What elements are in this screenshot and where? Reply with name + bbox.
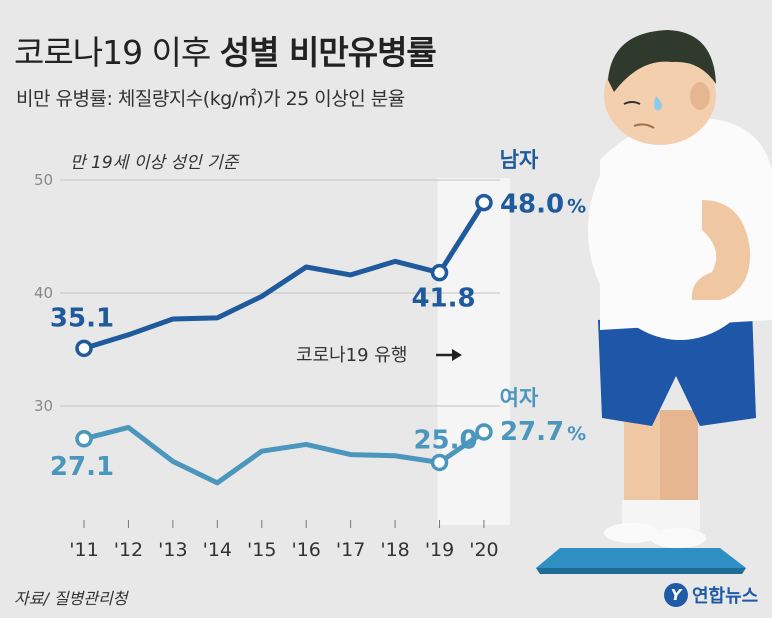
- data-point: [75, 339, 93, 358]
- chart-subtitle: 비만 유병률: 체질량지수(kg/㎡)가 25 이상인 분율: [16, 88, 405, 110]
- chart-title: 코로나19 이후 성별 비만유병률: [14, 26, 437, 74]
- source-note: 자료/ 질병관리청: [14, 589, 128, 608]
- x-tick-label: '17: [336, 539, 365, 561]
- data-point: [75, 430, 93, 448]
- y-tick-label: 30: [34, 397, 53, 415]
- title-bold: 성별 비만유병률: [219, 33, 437, 72]
- x-tick-label: '14: [203, 539, 232, 561]
- yonhap-logo-text: 연합뉴스: [692, 586, 759, 607]
- x-tick-label: '11: [69, 539, 98, 561]
- data-point: [430, 453, 449, 472]
- x-tick-label: '18: [380, 539, 409, 561]
- data-point: [475, 423, 493, 441]
- y-tick-label: 50: [34, 171, 53, 189]
- data-label: 35.1: [50, 303, 114, 333]
- covid-annotation: 코로나19 유행: [296, 345, 407, 366]
- overweight-man-on-scale-illustration: [536, 30, 772, 574]
- yonhap-logo-icon: Y: [664, 583, 688, 607]
- data-label: 27.1: [50, 452, 114, 482]
- x-tick-label: '16: [291, 539, 320, 561]
- data-label: 41.8: [411, 284, 475, 314]
- data-point: [430, 263, 449, 282]
- x-tick-label: '20: [469, 539, 498, 561]
- series-name: 여자: [500, 386, 539, 410]
- x-tick-label: '15: [247, 539, 276, 561]
- data-label: 48.0%: [500, 190, 586, 220]
- y-tick-label: 40: [34, 284, 53, 302]
- series-line-남자: [81, 200, 487, 351]
- yonhap-logo: Y 연합뉴스: [664, 582, 758, 608]
- arrow-right-icon: [452, 349, 462, 361]
- data-label: 27.7%: [500, 417, 586, 447]
- x-tick-label: '13: [158, 539, 187, 561]
- title-light: 코로나19 이후: [14, 33, 211, 72]
- percent-suffix: %: [567, 196, 586, 218]
- series-line-여자: [81, 424, 487, 486]
- basis-note: 만 19세 이상 성인 기준: [70, 153, 239, 173]
- x-tick-label: '12: [114, 539, 143, 561]
- data-point: [475, 193, 493, 212]
- data-label: 25.0: [413, 426, 477, 456]
- percent-suffix: %: [567, 423, 586, 445]
- highlight-band: [437, 178, 510, 525]
- x-tick-label: '19: [425, 539, 454, 561]
- series-name: 남자: [500, 148, 539, 172]
